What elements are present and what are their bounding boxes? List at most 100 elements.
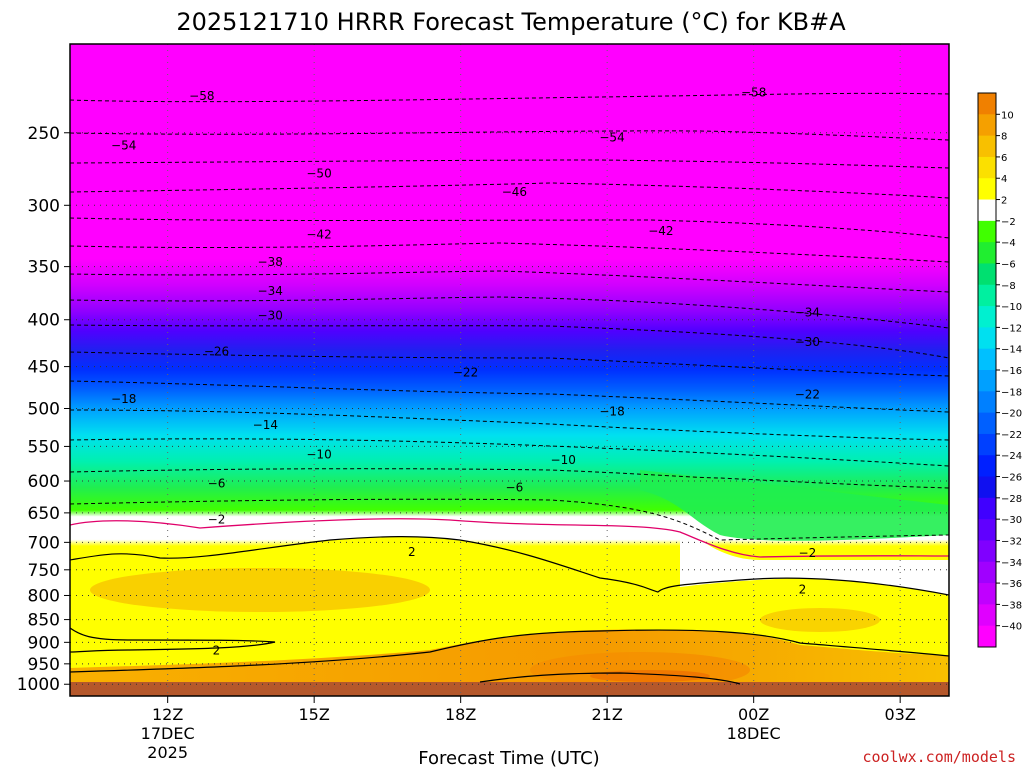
colorbar-swatch — [978, 433, 996, 456]
contour-label: −30 — [258, 309, 283, 323]
colorbar-swatch — [978, 284, 996, 307]
x-tick-sublabel: 17DEC — [141, 724, 195, 743]
contour-label: −6 — [208, 477, 226, 491]
y-axis: 2503003504004505005506006507007508008509… — [17, 124, 70, 695]
colorbar-swatch — [978, 263, 996, 286]
colorbar-label: −14 — [1001, 345, 1022, 356]
x-tick-label: 15Z — [299, 705, 330, 724]
contour-label: −10 — [306, 447, 331, 461]
contour-labels: −58 −58 −54 −54 −50 −46 −42 −42 −38 −34 −34 −30 −30 −… — [111, 86, 820, 658]
plot-fill — [70, 44, 949, 696]
colorbar-swatch — [978, 391, 996, 414]
x-tick-sublabel: 18DEC — [727, 724, 781, 743]
contour-label: −58 — [189, 89, 214, 103]
colorbar-label: −20 — [1001, 409, 1022, 420]
contour-label: −58 — [741, 86, 766, 100]
contour-label: −34 — [795, 306, 820, 320]
colorbar-label: −28 — [1001, 494, 1022, 505]
x-tick-label: 21Z — [592, 705, 623, 724]
x-tick-label: 03Z — [885, 705, 916, 724]
x-axis-label: Forecast Time (UTC) — [418, 748, 599, 768]
colorbar-label: −2 — [1001, 217, 1016, 228]
contour-lines — [70, 92, 949, 685]
contour-label: −34 — [258, 284, 283, 298]
colorbar-swatch — [978, 497, 996, 520]
colorbar-label: 8 — [1001, 132, 1007, 143]
y-tick-label: 700 — [28, 533, 60, 553]
colorbar-label: −40 — [1001, 622, 1022, 633]
grid-lines — [70, 44, 949, 696]
x-tick-label: 00Z — [738, 705, 769, 724]
colorbar-swatch — [978, 199, 996, 222]
colorbar-label: −18 — [1001, 387, 1022, 398]
contour-label: −2 — [208, 513, 226, 527]
colorbar-swatch — [978, 327, 996, 350]
colorbar-swatch — [978, 178, 996, 201]
colorbar-swatch — [978, 561, 996, 584]
y-tick-label: 350 — [28, 258, 60, 278]
colorbar-label: −32 — [1001, 536, 1022, 547]
contour-label: −14 — [253, 418, 278, 432]
y-tick-label: 400 — [28, 311, 60, 331]
y-tick-label: 950 — [28, 655, 60, 675]
y-tick-label: 850 — [28, 611, 60, 631]
contour-label: −6 — [506, 481, 524, 495]
credit-link[interactable]: coolwx.com/models — [862, 748, 1016, 766]
contour-label: −38 — [258, 255, 283, 269]
contour-label: −46 — [502, 185, 527, 199]
colorbar-label: 2 — [1001, 196, 1007, 207]
x-tick-label: 12Z — [152, 705, 183, 724]
colorbar-swatch — [978, 476, 996, 499]
colorbar-swatch — [978, 412, 996, 435]
contour-label: −22 — [453, 366, 478, 380]
colorbar-swatch — [978, 156, 996, 179]
y-tick-label: 550 — [28, 437, 60, 457]
colorbar-label: −30 — [1001, 515, 1022, 526]
contour-label: −2 — [799, 546, 817, 560]
colorbar-swatch — [978, 604, 996, 627]
colorbar-swatch — [978, 93, 996, 115]
colorbar-label: −36 — [1001, 579, 1022, 590]
y-tick-label: 1000 — [17, 675, 60, 695]
colorbar-label: −34 — [1001, 558, 1022, 569]
contour-label: −10 — [551, 453, 576, 467]
y-tick-label: 750 — [28, 561, 60, 581]
contour-label: −30 — [795, 335, 820, 349]
colorbar-label: −24 — [1001, 451, 1022, 462]
y-tick-label: 900 — [28, 633, 60, 653]
y-tick-label: 650 — [28, 504, 60, 524]
colorbar-label: 4 — [1001, 174, 1007, 185]
colorbar-swatch — [978, 114, 996, 137]
colorbar-swatch — [978, 135, 996, 158]
colorbar-swatch — [978, 220, 996, 243]
colorbar-label: −6 — [1001, 259, 1016, 270]
colorbar-label: 10 — [1001, 110, 1014, 121]
contour-label: 2 — [408, 545, 416, 559]
colorbar-label: −12 — [1001, 323, 1022, 334]
colorbar: 10 8 6 4 2 −2 −4 −6 −8 −10 −12 −14 −16 −18 −20 −22 −24 −2… — [977, 92, 1022, 648]
colorbar-label: −4 — [1001, 238, 1016, 249]
colorbar-label: −22 — [1001, 430, 1022, 441]
contour-label: −18 — [111, 392, 136, 406]
contour-label: −50 — [306, 167, 331, 181]
contour-label: −22 — [795, 388, 820, 402]
contour-label: −54 — [599, 131, 624, 145]
contour-label: 2 — [799, 582, 807, 596]
y-tick-label: 600 — [28, 472, 60, 492]
contour-label: −18 — [599, 405, 624, 419]
x-tick-label: 18Z — [445, 705, 476, 724]
colorbar-swatch — [978, 540, 996, 563]
colorbar-label: −26 — [1001, 473, 1022, 484]
y-tick-label: 450 — [28, 358, 60, 378]
colorbar-label: 6 — [1001, 153, 1007, 164]
colorbar-swatch — [978, 625, 996, 648]
y-tick-label: 250 — [28, 124, 60, 144]
contour-label: −54 — [111, 138, 136, 152]
colorbar-label: −10 — [1001, 302, 1022, 313]
y-tick-label: 500 — [28, 400, 60, 420]
colorbar-swatch — [978, 370, 996, 392]
x-tick-sublabel: 2025 — [147, 743, 188, 762]
colorbar-label: −38 — [1001, 600, 1022, 611]
colorbar-label: −8 — [1001, 281, 1016, 292]
